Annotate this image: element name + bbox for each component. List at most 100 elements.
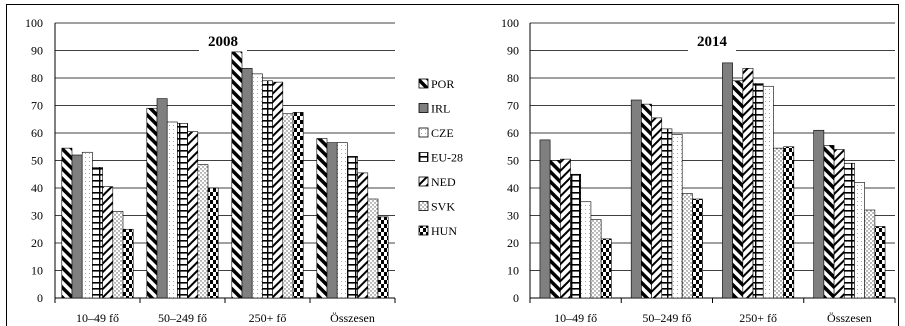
bar-svk-10-49-f bbox=[590, 219, 602, 299]
bar-ned-50-249-f bbox=[187, 131, 199, 299]
chart-2014: 0 10 20 30 40 50 60 70 80 90 100 10–49 fő 50–249 fő 2… bbox=[501, 16, 896, 325]
bar-por-250-f bbox=[732, 80, 744, 299]
legend-label-svk: SVK bbox=[431, 200, 455, 214]
y-tick-label: 70 bbox=[31, 99, 43, 113]
y-tick-label: 70 bbox=[507, 99, 519, 113]
bar-hun-250-f bbox=[783, 146, 795, 299]
chart-title: 2008 bbox=[208, 34, 238, 50]
bar-por-50-249-f bbox=[146, 107, 158, 299]
bar-svk-250-f bbox=[773, 147, 784, 299]
y-tick-label: 0 bbox=[513, 291, 519, 305]
legend-swatch-svk bbox=[418, 201, 429, 211]
legend-swatch-irl bbox=[418, 103, 429, 113]
bar-por-sszesen bbox=[823, 145, 835, 299]
legend-label-ned: NED bbox=[431, 175, 456, 189]
bar-por-10-49-f bbox=[61, 147, 73, 299]
bar-ned-10-49-f bbox=[560, 158, 571, 299]
bar-eu-28-10-49-f bbox=[570, 173, 582, 299]
bar-eu-28-250-f bbox=[262, 80, 273, 299]
legend-label-cze: CZE bbox=[431, 126, 454, 140]
bar-ned-250-f bbox=[742, 68, 754, 299]
bar-ned-10-49-f bbox=[102, 186, 114, 299]
legend: POR IRL CZE EU-28 NED SVK HUN bbox=[418, 77, 463, 238]
bar-svk-50-249-f bbox=[681, 193, 693, 299]
bar-ned-sszesen bbox=[833, 149, 845, 299]
bar-hun-sszesen bbox=[377, 216, 389, 299]
x-tick-label: 250+ fő bbox=[249, 311, 287, 325]
y-tick-label: 100 bbox=[501, 16, 519, 30]
bar-hun-50-249-f bbox=[692, 198, 703, 299]
y-tick-label: 80 bbox=[31, 71, 43, 85]
y-tick-label: 50 bbox=[507, 154, 519, 168]
legend-swatch-ned bbox=[418, 176, 429, 187]
bar-irl-250-f bbox=[241, 68, 253, 299]
y-tick-label: 100 bbox=[25, 16, 43, 30]
y-tick-label: 20 bbox=[507, 236, 519, 250]
bar-eu-28-sszesen bbox=[347, 156, 358, 299]
chart-title-background bbox=[199, 31, 247, 51]
bar-svk-50-249-f bbox=[197, 164, 209, 299]
y-tick-label: 10 bbox=[507, 264, 519, 278]
bar-cze-sszesen bbox=[336, 142, 348, 299]
bar-hun-10-49-f bbox=[122, 228, 134, 299]
bar-svk-sszesen bbox=[864, 209, 876, 299]
bar-por-10-49-f bbox=[549, 160, 561, 299]
y-tick-label: 40 bbox=[507, 181, 519, 195]
bar-cze-10-49-f bbox=[81, 151, 93, 299]
legend-label-eu-28: EU-28 bbox=[431, 151, 463, 165]
y-tick-label: 20 bbox=[31, 236, 43, 250]
bar-cze-10-49-f bbox=[580, 201, 592, 299]
bar-por-250-f bbox=[231, 51, 243, 299]
y-tick-label: 90 bbox=[31, 44, 43, 58]
y-tick-label: 80 bbox=[507, 71, 519, 85]
x-tick-label: 250+ fő bbox=[739, 311, 777, 325]
legend-swatch-por bbox=[418, 78, 429, 89]
bar-irl-sszesen bbox=[326, 142, 338, 299]
y-tick-label: 50 bbox=[31, 154, 43, 168]
bar-svk-250-f bbox=[282, 113, 294, 299]
bar-irl-sszesen bbox=[813, 129, 825, 299]
bar-eu-28-10-49-f bbox=[92, 167, 103, 299]
y-tick-label: 60 bbox=[507, 126, 519, 140]
y-tick-label: 60 bbox=[31, 126, 43, 140]
bar-por-50-249-f bbox=[641, 103, 652, 299]
legend-swatch-hun bbox=[418, 225, 429, 236]
chart-2008: 0 10 20 30 40 50 60 70 80 90 100 10–49 fő 50–249 fő 2… bbox=[25, 16, 396, 325]
y-tick-label: 40 bbox=[31, 181, 43, 195]
bar-por-sszesen bbox=[316, 138, 328, 299]
figure-frame bbox=[6, 4, 899, 326]
legend-swatch-cze bbox=[418, 127, 429, 138]
bar-cze-250-f bbox=[762, 85, 774, 299]
x-tick-label: 50–249 fő bbox=[642, 311, 691, 325]
chart-title: 2014 bbox=[697, 34, 728, 50]
bar-hun-250-f bbox=[292, 112, 304, 299]
legend-swatch-eu-28 bbox=[418, 152, 429, 162]
bar-svk-sszesen bbox=[367, 198, 379, 299]
bar-irl-10-49-f bbox=[71, 154, 83, 299]
bar-irl-50-249-f bbox=[630, 99, 642, 299]
bar-hun-sszesen bbox=[874, 226, 886, 299]
bar-eu-28-sszesen bbox=[843, 162, 855, 299]
bar-eu-28-250-f bbox=[752, 83, 764, 299]
x-tick-label: 10–49 fő bbox=[554, 311, 597, 325]
x-tick-label: Összesen bbox=[827, 311, 872, 325]
bar-hun-50-249-f bbox=[207, 187, 219, 299]
bar-hun-10-49-f bbox=[600, 238, 612, 299]
bar-eu-28-50-249-f bbox=[661, 128, 673, 299]
bar-cze-sszesen bbox=[854, 182, 865, 299]
bar-irl-10-49-f bbox=[539, 139, 551, 299]
chart-title-background bbox=[688, 31, 736, 51]
bar-irl-250-f bbox=[722, 62, 733, 299]
bar-irl-50-249-f bbox=[156, 98, 168, 299]
legend-label-irl: IRL bbox=[431, 102, 450, 116]
y-tick-label: 30 bbox=[31, 209, 43, 223]
y-tick-label: 10 bbox=[31, 264, 43, 278]
x-tick-label: Összesen bbox=[330, 311, 375, 325]
y-tick-label: 0 bbox=[37, 291, 43, 305]
bar-svk-10-49-f bbox=[112, 211, 124, 299]
x-tick-label: 10–49 fő bbox=[76, 311, 119, 325]
legend-label-por: POR bbox=[431, 77, 454, 91]
bar-cze-250-f bbox=[251, 73, 263, 299]
bar-ned-250-f bbox=[272, 81, 284, 299]
